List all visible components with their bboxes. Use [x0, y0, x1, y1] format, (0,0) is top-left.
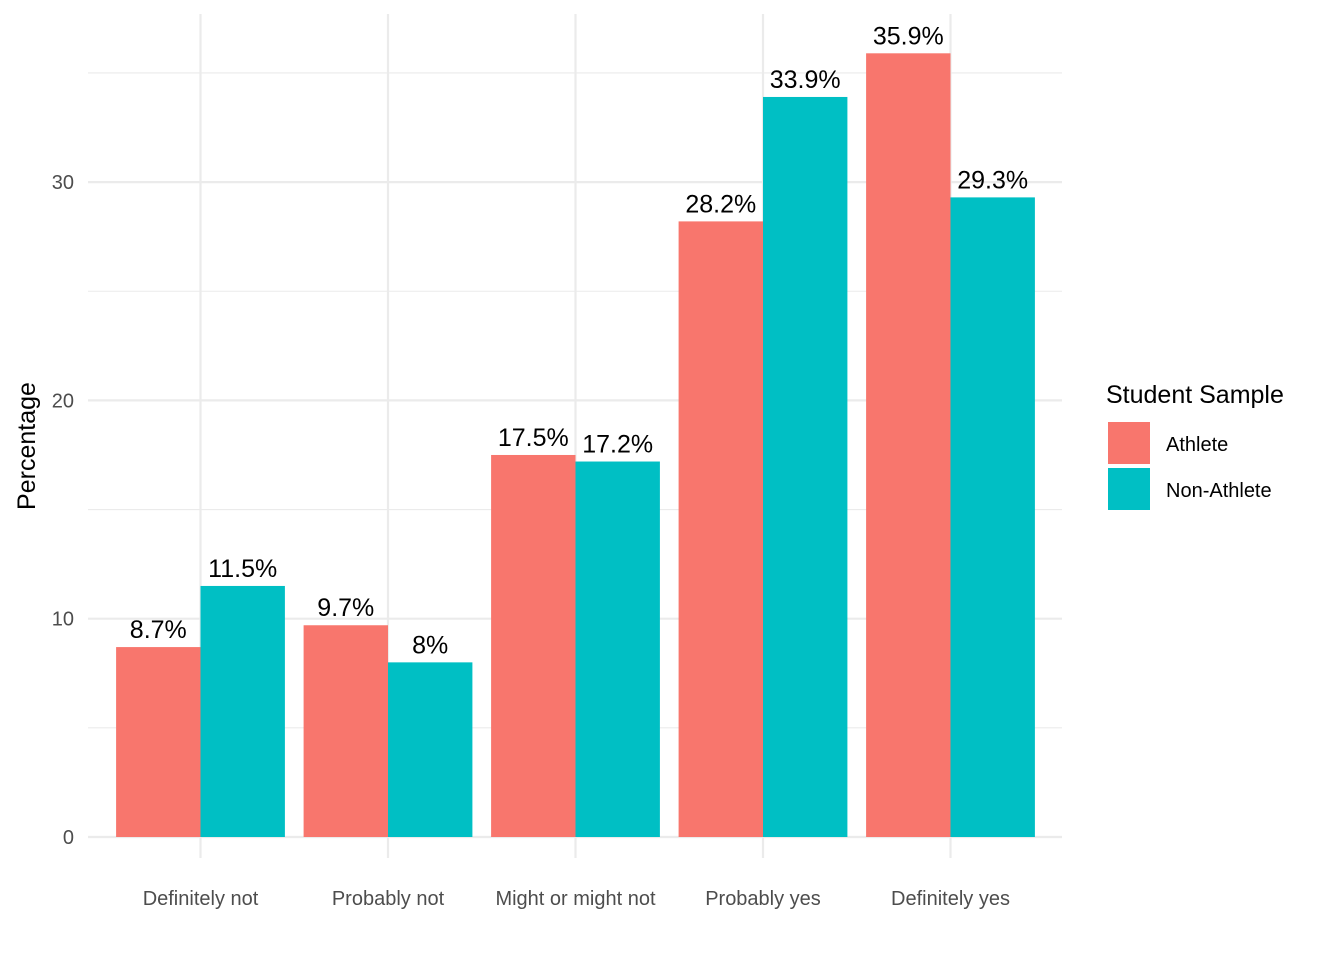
bar-non-athlete-4 — [763, 96, 848, 837]
bar-athlete-1 — [116, 647, 201, 837]
y-tick-label: 20 — [52, 390, 74, 412]
legend-label: Non-Athlete — [1166, 480, 1272, 502]
legend: Student Sample Athlete Non-Athlete — [1106, 381, 1284, 510]
data-label: 35.9% — [873, 22, 944, 50]
data-label: 8% — [412, 631, 448, 659]
data-label: 9.7% — [317, 594, 374, 622]
legend-title: Student Sample — [1106, 381, 1284, 409]
legend-label: Athlete — [1166, 434, 1228, 456]
data-label: 17.5% — [498, 424, 569, 452]
y-tick-label: 30 — [52, 172, 74, 194]
y-tick-label: 0 — [63, 827, 74, 849]
x-tick-label: Probably not — [332, 888, 445, 910]
y-axis-title: Percentage — [13, 382, 41, 510]
data-labels: 8.7% 9.7% 17.5% 28.2% 35.9% 11.5% 8% 17.2% 33.9%… — [130, 22, 1028, 659]
x-tick-label: Definitely not — [143, 888, 259, 910]
bar-athlete-5 — [866, 53, 951, 838]
x-tick-label: Might or might not — [495, 888, 656, 910]
data-label: 17.2% — [582, 431, 653, 459]
bar-athlete-3 — [491, 454, 576, 837]
legend-key-non-athlete — [1108, 468, 1150, 510]
bar-non-athlete-3 — [575, 461, 660, 837]
data-label: 8.7% — [130, 616, 187, 644]
y-axis: 0 10 20 30 — [52, 172, 74, 849]
bar-non-athlete-5 — [950, 197, 1035, 838]
y-tick-label: 10 — [52, 609, 74, 631]
data-label: 11.5% — [208, 555, 277, 583]
bar-athlete-4 — [678, 221, 763, 838]
bar-non-athlete-1 — [200, 585, 285, 837]
x-tick-label: Definitely yes — [891, 888, 1010, 910]
data-label: 33.9% — [770, 66, 841, 94]
x-axis: Definitely not Probably not Might or might… — [143, 888, 1010, 910]
bar-non-athlete-2 — [388, 662, 473, 837]
bar-athlete-2 — [303, 625, 388, 837]
bars — [116, 53, 1035, 838]
x-tick-label: Probably yes — [705, 888, 821, 910]
legend-key-athlete — [1108, 422, 1150, 464]
data-label: 28.2% — [685, 190, 756, 218]
data-label: 29.3% — [957, 166, 1028, 194]
